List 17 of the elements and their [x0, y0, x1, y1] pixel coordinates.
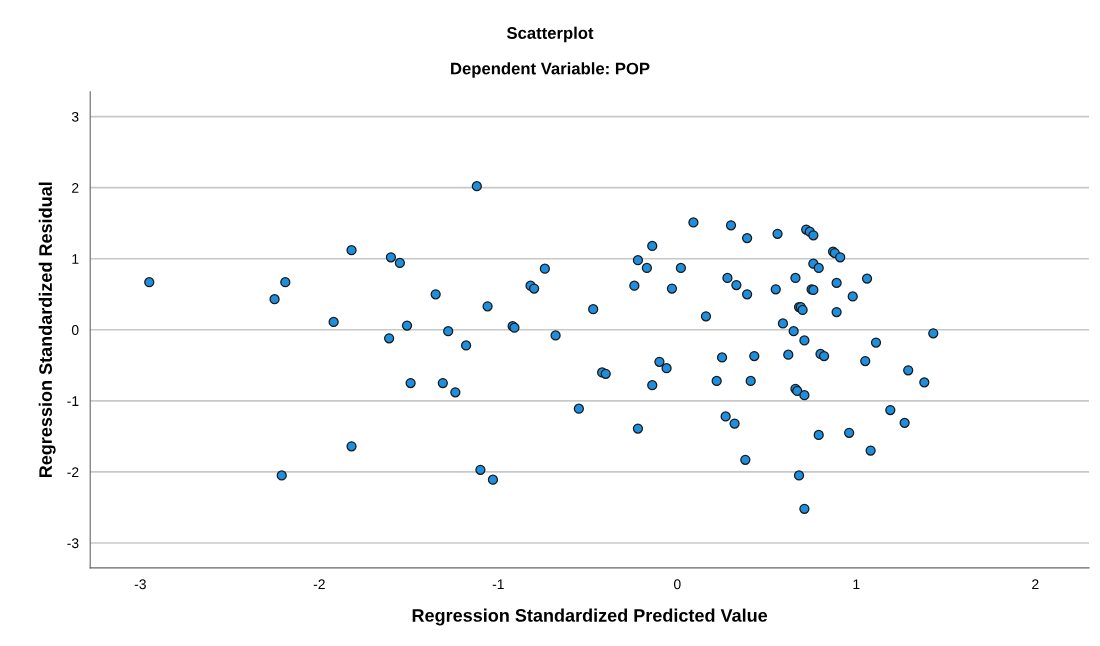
y-tick-label: 1	[72, 254, 79, 264]
y-tick-label: 2	[72, 183, 79, 193]
x-tick-label: -3	[134, 579, 146, 590]
chart-subtitle: Dependent Variable: POP	[451, 62, 650, 78]
y-tick-label: -2	[67, 467, 79, 477]
y-tick-label: -3	[67, 538, 79, 549]
y-tick-label: 0	[71, 325, 79, 335]
x-tick-label: 2	[1032, 579, 1039, 590]
x-tick-label: -1	[492, 579, 504, 590]
x-tick-label: 1	[853, 579, 860, 590]
x-tick-label: 0	[673, 579, 681, 590]
y-axis-title: Regression Standardized Residual	[38, 182, 56, 478]
x-axis-title: Regression Standardized Predicted Value	[412, 608, 768, 626]
y-tick-label: 3	[71, 111, 79, 122]
y-tick-label: -1	[67, 396, 79, 406]
chart-title: Scatterplot	[506, 26, 594, 43]
x-tick-label: -2	[313, 579, 325, 590]
